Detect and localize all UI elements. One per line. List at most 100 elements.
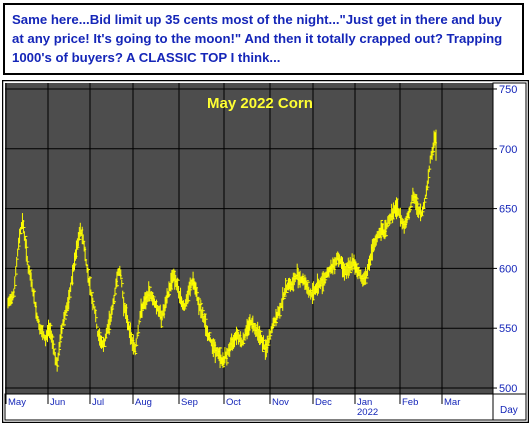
price-bar: [269, 330, 273, 340]
x-tick-label: May: [8, 397, 26, 408]
x-axis: May Jun Jul Aug Sep Oct Nov Dec Jan Feb Mar 2022: [4, 393, 527, 421]
price-bar: [22, 220, 26, 234]
price-bar: [366, 270, 369, 279]
price-bar: [432, 142, 436, 154]
price-bar: [99, 328, 102, 346]
price-bar: [306, 280, 309, 294]
price-bar: [91, 292, 94, 305]
price-bar: [132, 334, 136, 355]
price-bar: [123, 296, 126, 317]
price-bar: [136, 332, 140, 339]
price-bar: [423, 198, 427, 209]
x-tick-label: Jan: [357, 397, 372, 408]
price-bar: [18, 237, 21, 249]
x-tick-label: Dec: [315, 397, 332, 408]
price-bar: [82, 234, 86, 245]
price-chart-svg: May 2022 Corn 500 550 600 650 700 750 May Jun J…: [2, 80, 529, 423]
price-bar: [395, 197, 399, 220]
price-bar: [184, 299, 188, 308]
price-bar: [417, 201, 420, 218]
price-bar: [96, 323, 99, 329]
price-bar: [61, 323, 64, 334]
price-bar: [267, 337, 271, 347]
price-bar: [120, 269, 123, 280]
price-bar: [135, 338, 139, 347]
price-bar: [59, 334, 63, 348]
price-bar: [187, 285, 191, 303]
x-unit-box: [492, 393, 527, 421]
y-tick-label: 700: [499, 144, 517, 156]
price-bar: [356, 263, 359, 278]
x-tick-sublabel: 2022: [357, 407, 378, 418]
price-bar: [426, 180, 430, 190]
price-bar: [196, 287, 199, 301]
price-bar: [95, 309, 98, 323]
price-bar: [377, 230, 381, 239]
price-chart: May 2022 Corn 500 550 600 650 700 750 May Jun J…: [2, 80, 529, 423]
price-bar: [427, 169, 431, 184]
price-bar: [53, 348, 57, 356]
price-bar: [17, 248, 20, 257]
price-bar: [422, 206, 425, 216]
price-bar: [103, 338, 107, 347]
price-bar: [321, 272, 325, 295]
price-bar: [65, 305, 68, 316]
price-bar: [134, 344, 138, 356]
price-bar: [111, 304, 115, 315]
price-bar: [51, 333, 55, 349]
price-bar: [78, 226, 82, 241]
y-axis: 500 550 600 650 700 750: [492, 82, 527, 395]
price-bar: [202, 306, 205, 322]
price-bar: [33, 288, 37, 304]
price-bar: [189, 277, 193, 297]
price-bar: [160, 310, 164, 328]
price-bar: [13, 288, 16, 298]
price-bar: [153, 295, 156, 306]
price-bar: [424, 194, 428, 200]
price-bar: [380, 219, 384, 241]
price-bar: [26, 255, 30, 266]
price-bar: [74, 252, 77, 271]
price-bar: [307, 281, 310, 295]
price-bar: [14, 276, 17, 290]
plot-area: [5, 83, 493, 394]
price-bar: [20, 227, 23, 235]
x-axis-panel: [4, 393, 494, 421]
price-bar: [170, 272, 173, 292]
price-bar: [283, 292, 286, 300]
price-bar: [386, 222, 389, 230]
price-bar: [75, 240, 79, 259]
price-bar: [92, 297, 95, 311]
price-bar: [287, 282, 290, 291]
price-bar: [205, 314, 208, 337]
price-bar: [127, 321, 131, 331]
price-bar: [284, 288, 287, 298]
price-bar: [15, 266, 18, 277]
x-axis-unit-label: Day: [500, 405, 518, 416]
price-bars: [7, 129, 438, 372]
price-bar: [349, 256, 353, 274]
price-bar: [275, 308, 278, 327]
price-bar: [208, 331, 212, 342]
y-tick-label: 650: [499, 204, 517, 216]
price-bar: [198, 296, 201, 316]
price-bar: [24, 235, 28, 249]
price-bar: [93, 303, 96, 309]
price-bar: [149, 285, 152, 302]
price-bar: [25, 239, 29, 262]
price-bar: [392, 208, 395, 224]
price-bar: [286, 284, 289, 294]
price-bar: [322, 271, 326, 291]
price-bar: [421, 211, 424, 218]
price-bar: [285, 277, 288, 295]
price-bar: [63, 311, 66, 327]
price-bar: [324, 272, 328, 284]
price-bar: [49, 322, 53, 340]
caption-text: Same here...Bid limit up 35 cents most o…: [12, 12, 503, 65]
price-bar: [122, 290, 125, 299]
price-bar: [87, 267, 91, 283]
price-bar: [56, 357, 60, 372]
price-bar: [219, 347, 223, 369]
x-tick-label: Sep: [181, 397, 198, 408]
x-tick-label: Mar: [444, 397, 460, 408]
